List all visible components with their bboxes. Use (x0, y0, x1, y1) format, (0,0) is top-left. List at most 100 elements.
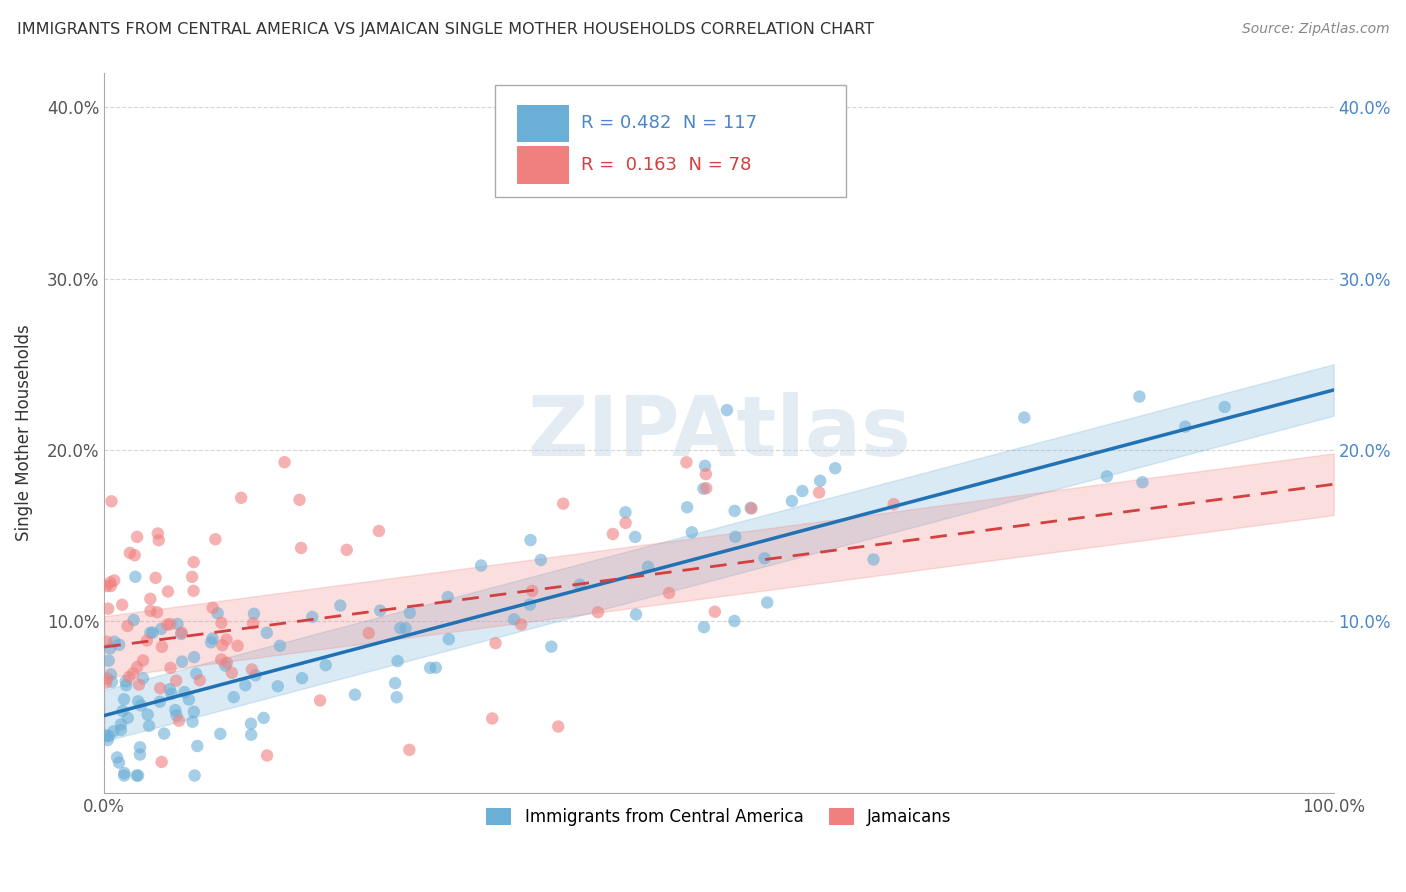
Point (693, 458, 716, 473)
Point (436, 590, 458, 604)
Point (269, 639, 291, 653)
Point (256, 625, 278, 640)
Point (207, 607, 229, 621)
Point (209, 615, 232, 630)
Text: R = 0.482  N = 117: R = 0.482 N = 117 (581, 114, 758, 132)
Point (695, 481, 717, 495)
Legend: Immigrants from Central America, Jamaicans: Immigrants from Central America, Jamaica… (478, 800, 960, 835)
Point (183, 555, 205, 569)
Point (568, 578, 591, 592)
FancyBboxPatch shape (517, 146, 569, 184)
Text: Source: ZipAtlas.com: Source: ZipAtlas.com (1241, 22, 1389, 37)
Point (357, 626, 380, 640)
Point (547, 719, 569, 733)
Point (231, 491, 253, 505)
Point (675, 455, 697, 469)
Point (290, 541, 312, 555)
Point (112, 768, 135, 782)
Text: R =  0.163  N = 78: R = 0.163 N = 78 (581, 156, 752, 174)
Point (481, 711, 503, 725)
Point (267, 679, 290, 693)
Point (103, 574, 125, 588)
Point (211, 638, 233, 652)
Point (209, 727, 232, 741)
Point (165, 673, 187, 688)
Point (112, 692, 135, 706)
Point (100, 494, 122, 508)
Point (883, 497, 905, 511)
Point (139, 625, 162, 640)
Point (117, 711, 139, 725)
Point (167, 714, 190, 728)
Point (519, 598, 541, 612)
Point (273, 455, 295, 469)
Point (586, 605, 609, 619)
Point (183, 583, 205, 598)
Point (183, 650, 205, 665)
Point (862, 552, 884, 566)
Point (681, 525, 703, 540)
Point (94, 675, 117, 690)
Point (201, 632, 224, 646)
Point (740, 500, 762, 515)
Point (756, 595, 779, 609)
Point (118, 546, 141, 560)
Point (240, 716, 263, 731)
Point (127, 530, 149, 544)
Point (614, 516, 637, 530)
Point (503, 612, 526, 626)
Point (186, 666, 208, 681)
Point (614, 505, 637, 519)
Point (96, 728, 118, 742)
Point (159, 682, 181, 697)
Point (159, 661, 181, 675)
Point (127, 660, 149, 674)
Point (385, 690, 408, 705)
Point (419, 661, 441, 675)
Point (111, 704, 134, 718)
Point (98, 575, 121, 590)
Point (553, 497, 575, 511)
Point (183, 705, 205, 719)
Point (127, 694, 149, 708)
Y-axis label: Single Mother Households: Single Mother Households (15, 325, 32, 541)
Point (96, 672, 118, 686)
Point (510, 617, 533, 632)
Point (602, 527, 624, 541)
Point (165, 708, 187, 723)
Point (166, 617, 188, 632)
Point (122, 666, 145, 681)
Point (240, 728, 263, 742)
Point (112, 766, 135, 780)
Point (470, 558, 492, 573)
Point (808, 485, 831, 500)
Point (703, 605, 725, 619)
Point (242, 616, 264, 631)
Point (540, 640, 562, 654)
Point (1132, 475, 1154, 490)
Point (368, 604, 391, 618)
Point (724, 530, 747, 544)
Point (315, 658, 337, 673)
Point (150, 755, 173, 769)
Point (676, 500, 699, 515)
Point (437, 632, 460, 647)
Point (139, 591, 162, 606)
Point (624, 530, 647, 544)
Point (117, 619, 139, 633)
Point (173, 685, 195, 699)
Point (159, 617, 181, 632)
Point (288, 492, 311, 507)
Point (135, 633, 157, 648)
Point (98, 641, 121, 656)
Point (114, 674, 136, 689)
Point (108, 638, 131, 652)
Point (256, 748, 278, 763)
Point (693, 620, 716, 634)
Point (132, 653, 155, 667)
Point (97, 733, 120, 747)
Text: ZIPAtlas: ZIPAtlas (527, 392, 911, 474)
Point (129, 740, 152, 755)
Point (637, 559, 659, 574)
Point (97, 729, 120, 743)
